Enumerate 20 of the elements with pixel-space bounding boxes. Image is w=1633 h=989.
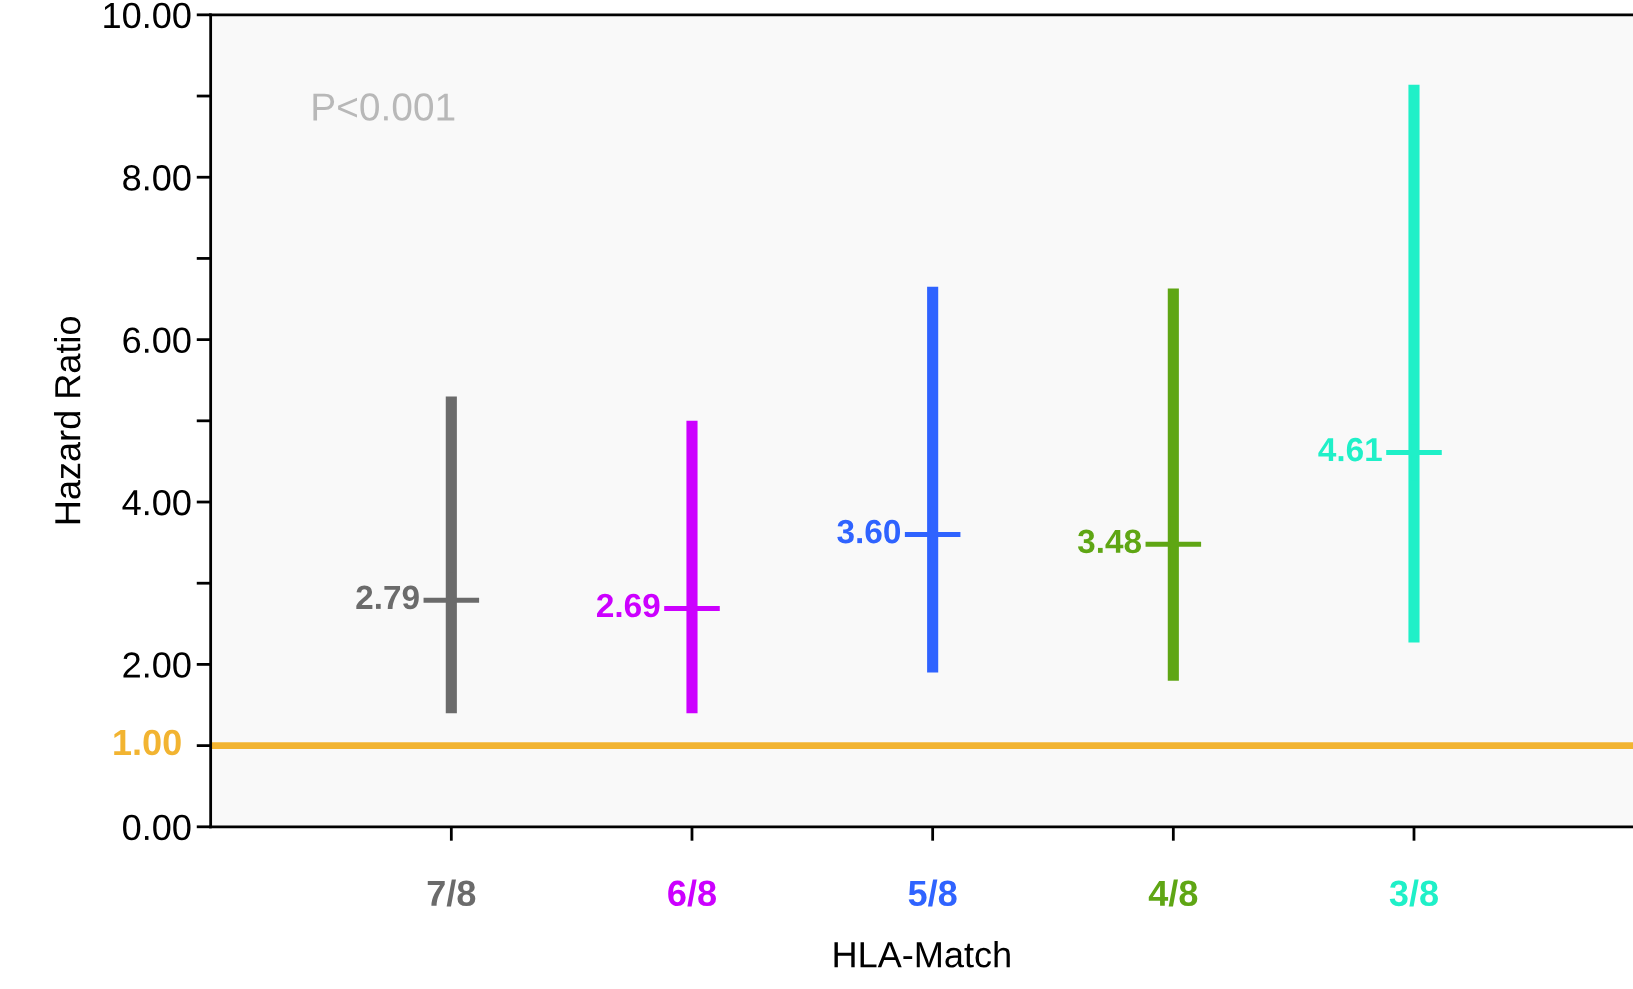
data-label: 3.48 <box>1077 529 1142 554</box>
y-axis-title: Hazard Ratio <box>54 316 81 524</box>
x-tick-label: 4/8 <box>1148 879 1198 907</box>
y-tick-label: 2.00 <box>123 652 191 678</box>
x-tick-label: 6/8 <box>668 879 716 907</box>
data-label: 2.69 <box>596 593 660 618</box>
annotation: P<0.001 <box>313 93 455 121</box>
data-label: 2.79 <box>356 585 419 610</box>
y-tick-label: 4.00 <box>122 489 191 516</box>
y-tick-label: 8.00 <box>123 165 191 191</box>
x-tick-label: 5/8 <box>908 879 957 907</box>
y-tick-label: 0.00 <box>123 814 191 841</box>
data-label: 3.60 <box>837 519 901 544</box>
x-tick-label: 7/8 <box>427 879 476 907</box>
data-label: 4.61 <box>1318 437 1382 462</box>
x-axis-title: HLA-Match <box>834 941 1010 968</box>
y-tick-label: 10.00 <box>104 2 191 29</box>
y-tick-label: 6.00 <box>123 327 191 354</box>
x-tick-label: 3/8 <box>1389 879 1438 907</box>
ref-line-label: 1.00 <box>114 729 181 756</box>
